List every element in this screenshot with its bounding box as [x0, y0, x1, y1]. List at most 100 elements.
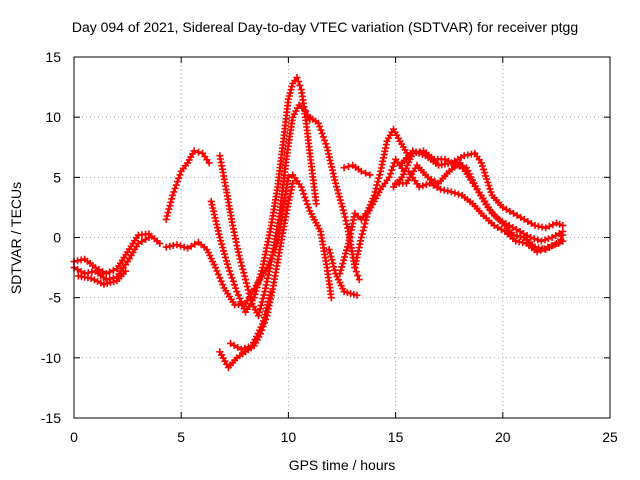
plus-marker	[513, 211, 521, 219]
plus-marker	[426, 179, 434, 187]
plus-marker	[334, 189, 342, 197]
plus-marker	[506, 207, 514, 215]
plus-marker	[229, 277, 237, 285]
plus-marker	[223, 257, 230, 265]
y-tick-label: 10	[45, 109, 61, 125]
plus-marker	[259, 295, 267, 302]
plus-marker	[339, 260, 347, 268]
plus-marker	[175, 174, 183, 182]
plus-marker	[227, 339, 234, 347]
plus-marker	[359, 227, 367, 235]
plus-marker	[330, 263, 338, 271]
plus-marker	[361, 220, 369, 228]
plus-marker	[341, 213, 349, 221]
plus-marker	[480, 165, 487, 173]
plus-marker	[366, 171, 374, 179]
plus-marker	[409, 147, 417, 155]
plus-marker	[247, 296, 255, 304]
plus-marker	[527, 234, 535, 241]
plus-marker	[244, 286, 252, 294]
plus-marker	[110, 278, 118, 286]
plus-marker	[122, 267, 129, 275]
plus-marker	[230, 341, 238, 349]
x-tick-label: 15	[388, 429, 404, 445]
plus-marker	[337, 199, 345, 207]
plus-marker	[90, 276, 98, 284]
plus-marker	[212, 264, 219, 272]
y-axis-label: SDTVAR / TECUs	[8, 182, 24, 294]
plus-marker	[338, 263, 346, 271]
plus-marker	[296, 82, 304, 89]
plus-marker	[418, 151, 426, 158]
plus-marker	[266, 291, 274, 299]
plus-marker	[174, 178, 181, 186]
plus-marker	[357, 234, 365, 241]
plus-marker	[99, 268, 107, 276]
plus-marker	[242, 276, 249, 284]
plus-marker	[238, 262, 246, 270]
plus-marker	[236, 295, 244, 302]
plus-marker	[235, 252, 243, 259]
plus-marker	[542, 224, 550, 232]
plus-marker	[316, 123, 324, 131]
series-track-n	[340, 161, 374, 179]
plus-marker	[486, 185, 494, 193]
plus-marker	[239, 265, 247, 273]
plus-marker	[194, 148, 202, 156]
plus-marker	[362, 169, 370, 177]
plus-marker	[294, 78, 302, 85]
plus-marker	[332, 179, 340, 187]
plus-marker	[340, 209, 348, 217]
plus-marker	[455, 190, 462, 198]
plus-marker	[548, 234, 556, 241]
plus-marker	[373, 181, 381, 189]
plus-marker	[527, 220, 535, 227]
plus-marker	[350, 290, 358, 298]
plus-marker	[387, 170, 394, 178]
plus-marker	[218, 240, 226, 248]
plus-marker	[167, 198, 175, 206]
plus-marker	[267, 288, 275, 296]
plus-marker	[216, 234, 224, 241]
plus-marker	[374, 178, 382, 186]
plus-marker	[337, 266, 345, 274]
y-tick-label: -15	[41, 410, 61, 426]
plus-marker	[347, 290, 355, 297]
plus-marker	[300, 190, 308, 198]
plus-marker	[328, 166, 336, 174]
plus-marker	[360, 223, 368, 231]
plus-marker	[352, 268, 360, 276]
plus-marker	[260, 314, 268, 322]
plus-marker	[338, 203, 346, 211]
plus-marker	[530, 235, 538, 243]
plus-marker	[520, 215, 528, 223]
plus-marker	[190, 147, 198, 155]
plus-marker	[524, 218, 532, 225]
plus-marker	[258, 267, 266, 275]
plus-marker	[301, 193, 309, 201]
plus-marker	[327, 160, 335, 168]
y-tick-label: -10	[41, 350, 61, 366]
plus-marker	[325, 246, 333, 253]
plus-marker	[228, 274, 236, 282]
plus-marker	[487, 188, 495, 196]
plus-marker	[97, 279, 105, 287]
plus-marker	[322, 140, 330, 148]
x-axis-label: GPS time / hours	[289, 457, 396, 473]
plus-marker	[241, 272, 249, 280]
plus-marker	[340, 164, 348, 172]
plus-marker	[340, 288, 348, 296]
plus-marker	[318, 130, 326, 137]
plus-marker	[226, 267, 234, 275]
plus-marker	[559, 222, 567, 229]
plus-marker	[260, 291, 268, 299]
plus-marker	[257, 301, 265, 309]
plus-marker	[481, 169, 489, 177]
x-tick-label: 20	[495, 429, 511, 445]
plus-marker	[216, 274, 224, 282]
plus-marker	[343, 220, 351, 228]
plus-marker	[314, 119, 322, 127]
plus-marker	[241, 344, 249, 352]
plus-marker	[328, 256, 336, 264]
